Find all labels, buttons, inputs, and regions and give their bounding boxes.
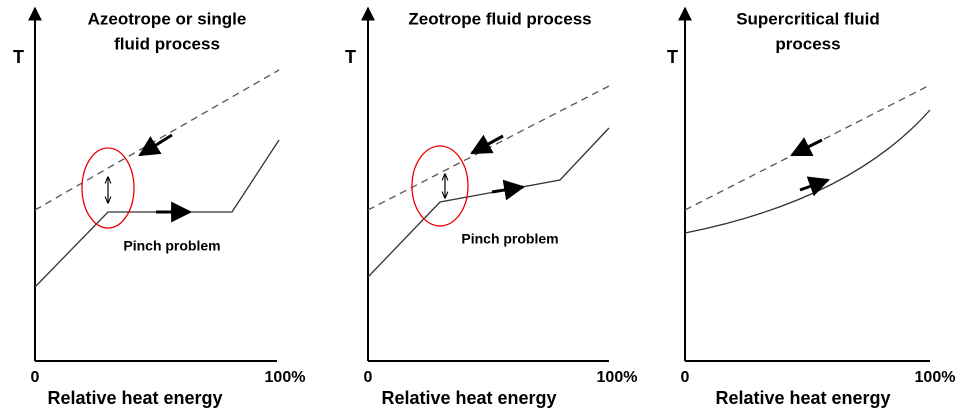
y-label: T xyxy=(13,47,24,67)
cold-line xyxy=(684,109,931,234)
title: Azeotrope or single xyxy=(88,9,247,28)
x-start: 0 xyxy=(364,369,373,386)
flow-arrow xyxy=(470,134,504,155)
hot-line xyxy=(367,84,612,211)
panel-2: Zeotrope fluid process T 0 100% Relative… xyxy=(345,6,638,408)
pinch-circle xyxy=(81,147,135,229)
hot-line xyxy=(34,69,280,211)
flow-arrow xyxy=(491,179,526,201)
panel-3: Supercritical fluid process T 0 100% Rel… xyxy=(667,6,956,408)
pinch-circle xyxy=(411,145,469,227)
x-end: 100% xyxy=(915,369,956,386)
title: Zeotrope fluid process xyxy=(408,9,591,28)
y-label: T xyxy=(667,47,678,67)
x-label: Relative heat energy xyxy=(715,388,890,408)
x-label: Relative heat energy xyxy=(381,388,556,408)
x-start: 0 xyxy=(31,369,40,386)
y-label: T xyxy=(345,47,356,67)
title: fluid process xyxy=(114,34,220,53)
flow-arrow xyxy=(138,133,173,157)
title: process xyxy=(775,34,840,53)
title: Supercritical fluid xyxy=(736,9,880,28)
x-label: Relative heat energy xyxy=(47,388,222,408)
flow-arrow xyxy=(799,176,830,197)
annotation: Pinch problem xyxy=(123,238,220,254)
cold-line xyxy=(367,127,610,278)
annotation: Pinch problem xyxy=(461,231,558,247)
panel-1: Azeotrope or single fluid process T 0 10… xyxy=(13,6,306,408)
x-end: 100% xyxy=(265,369,306,386)
x-end: 100% xyxy=(597,369,638,386)
flow-arrow xyxy=(790,137,823,157)
x-start: 0 xyxy=(681,369,690,386)
